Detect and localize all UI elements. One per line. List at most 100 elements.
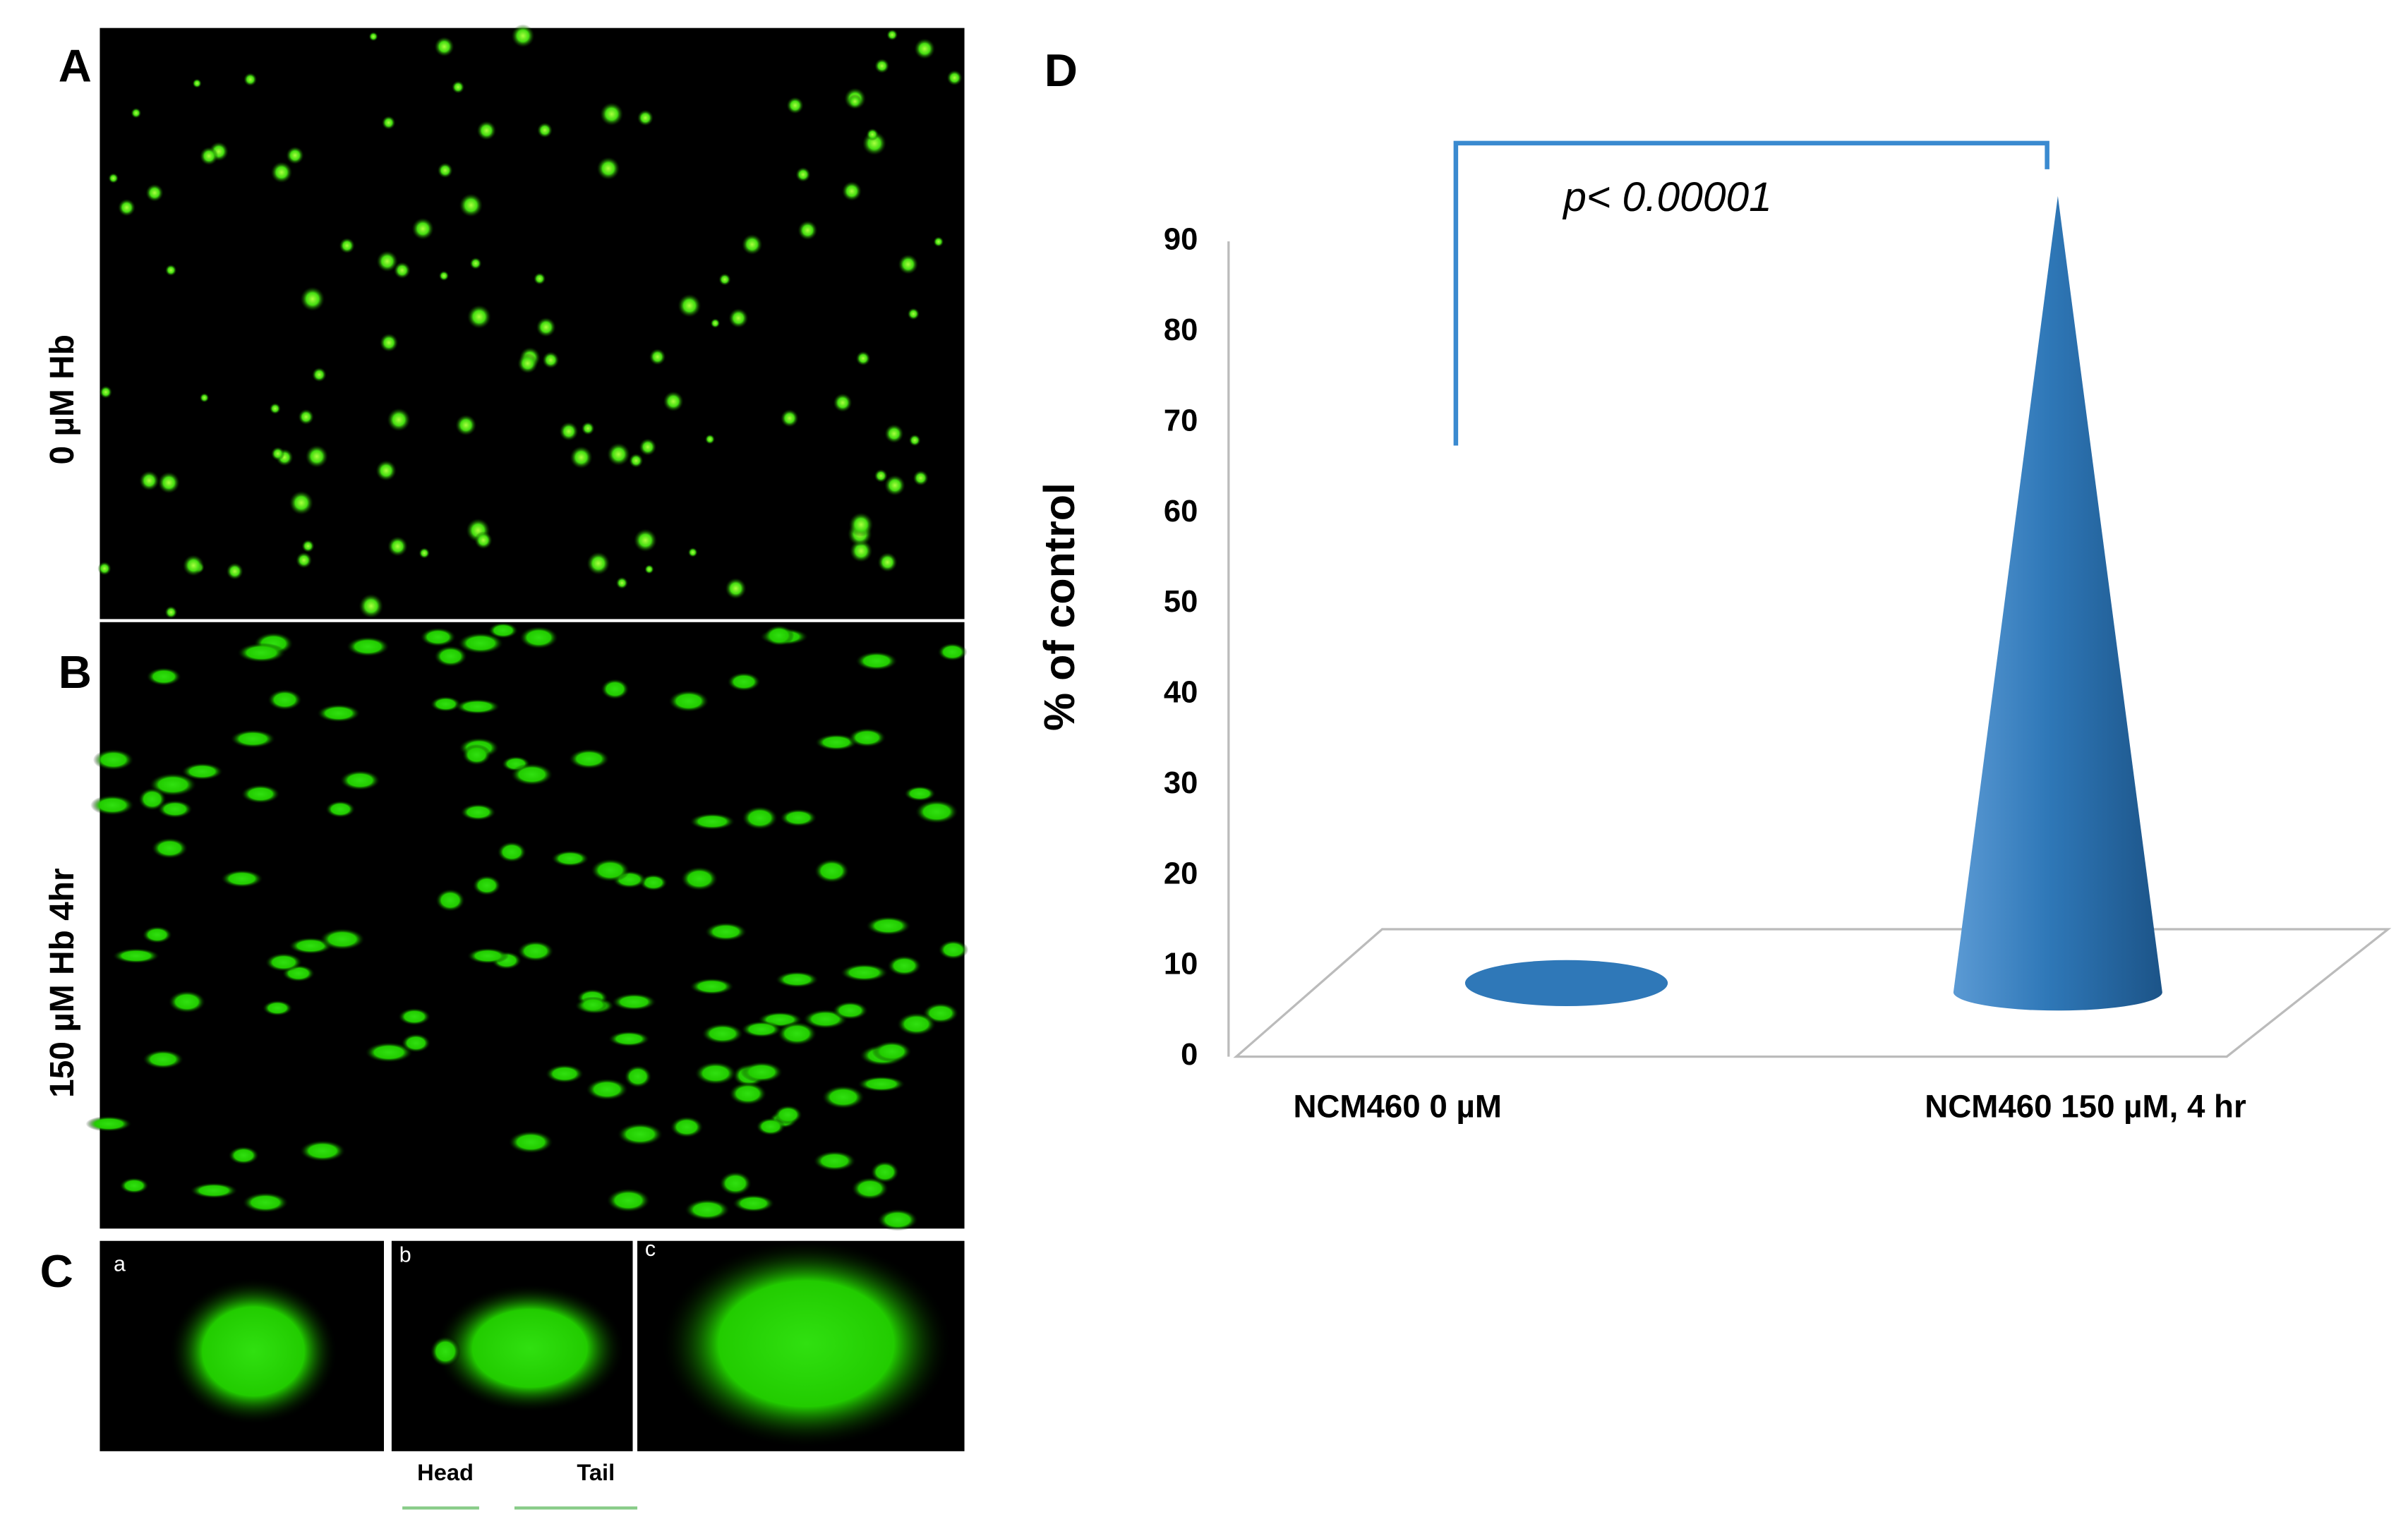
cell: [915, 799, 959, 824]
cell: [874, 468, 888, 483]
panel-label: 0 µM Hb: [44, 334, 81, 464]
cell: [267, 689, 303, 710]
cell: [435, 888, 466, 912]
cell: [608, 1031, 651, 1047]
cell: [907, 308, 920, 320]
cell: [848, 512, 874, 537]
cell: [704, 922, 747, 941]
y-tick-label: 80: [1164, 313, 1198, 347]
cell: [725, 577, 747, 600]
cell: [740, 1020, 783, 1038]
significance-bracket: [1453, 140, 2049, 446]
cell: [585, 1078, 629, 1101]
cell: [884, 424, 904, 444]
cell: [364, 1042, 414, 1063]
cell: [776, 1021, 817, 1046]
cell: [199, 393, 210, 403]
cell: [687, 547, 698, 557]
cell: [833, 393, 853, 413]
y-tick-label: 60: [1164, 495, 1198, 528]
cell: [615, 576, 628, 589]
cell: [430, 696, 462, 713]
cell: [851, 1177, 889, 1200]
cell: [286, 146, 304, 164]
cell: [419, 548, 431, 559]
cell: [466, 305, 491, 329]
cell: [568, 748, 610, 770]
panel-letter: B: [59, 646, 92, 698]
cell: [85, 1115, 133, 1132]
cell: [236, 643, 286, 663]
cell: [821, 1085, 865, 1109]
y-axis-title: % of control: [1035, 483, 1083, 731]
cell: [393, 262, 411, 279]
cell: [112, 948, 160, 964]
cell: [131, 107, 142, 119]
cell: [474, 531, 493, 550]
cell: [459, 193, 483, 217]
cell: [773, 1105, 802, 1125]
cell: [142, 1049, 184, 1070]
cell: [397, 1008, 431, 1026]
cell: [269, 403, 281, 415]
cell: [476, 121, 497, 140]
cell: [877, 1209, 918, 1231]
cell: [241, 784, 281, 804]
cell: [534, 272, 546, 285]
cell: [607, 442, 630, 466]
cell: [872, 1041, 912, 1063]
cell: [437, 162, 453, 179]
cell: [937, 643, 968, 661]
cell: [319, 928, 366, 950]
image-a: [100, 28, 965, 619]
cell: [536, 317, 556, 337]
cell: [192, 78, 202, 88]
cell: [728, 1082, 767, 1106]
cell: [946, 70, 963, 86]
cell: [704, 434, 716, 445]
x-tick-label: NCM460 150 µM, 4 hr: [1925, 1089, 2246, 1125]
subpanel-label: a: [114, 1252, 126, 1276]
cell: [832, 1001, 869, 1020]
cell: [118, 198, 136, 217]
floor: [1233, 928, 2392, 1058]
cell: [339, 238, 355, 254]
cell: [914, 38, 936, 59]
cell: [241, 1192, 289, 1213]
cell: [545, 1064, 584, 1084]
cell: [454, 699, 500, 715]
cell: [265, 953, 303, 972]
cell: [814, 859, 850, 883]
cell: [339, 770, 381, 791]
cell: [913, 470, 929, 486]
cell: [694, 1061, 737, 1085]
cell: [732, 1194, 775, 1213]
cell: [537, 122, 553, 138]
cell: [624, 1065, 652, 1089]
cell: [469, 257, 482, 270]
cell: [459, 803, 497, 821]
cell: [938, 940, 969, 960]
cell: [741, 234, 763, 255]
cell: [611, 993, 657, 1011]
cell: [617, 1123, 663, 1146]
cell: [601, 678, 630, 700]
panel-letter: A: [59, 40, 92, 92]
cell: [139, 471, 159, 491]
cell: [756, 1117, 785, 1136]
cell: [689, 978, 735, 996]
annotation: p< 0.00001: [1562, 174, 1772, 220]
cell: [243, 73, 258, 87]
cell: [510, 763, 553, 786]
cell: [663, 391, 684, 412]
cell: [517, 941, 555, 962]
y-tick-label: 10: [1164, 948, 1198, 981]
cell: [684, 1199, 730, 1221]
cell: [262, 1000, 293, 1016]
cell: [550, 850, 590, 867]
cell: [718, 1171, 752, 1196]
cell: [670, 1116, 704, 1138]
cell: [299, 1139, 346, 1162]
cell: [411, 217, 434, 240]
y-tick-label: 20: [1164, 857, 1198, 890]
